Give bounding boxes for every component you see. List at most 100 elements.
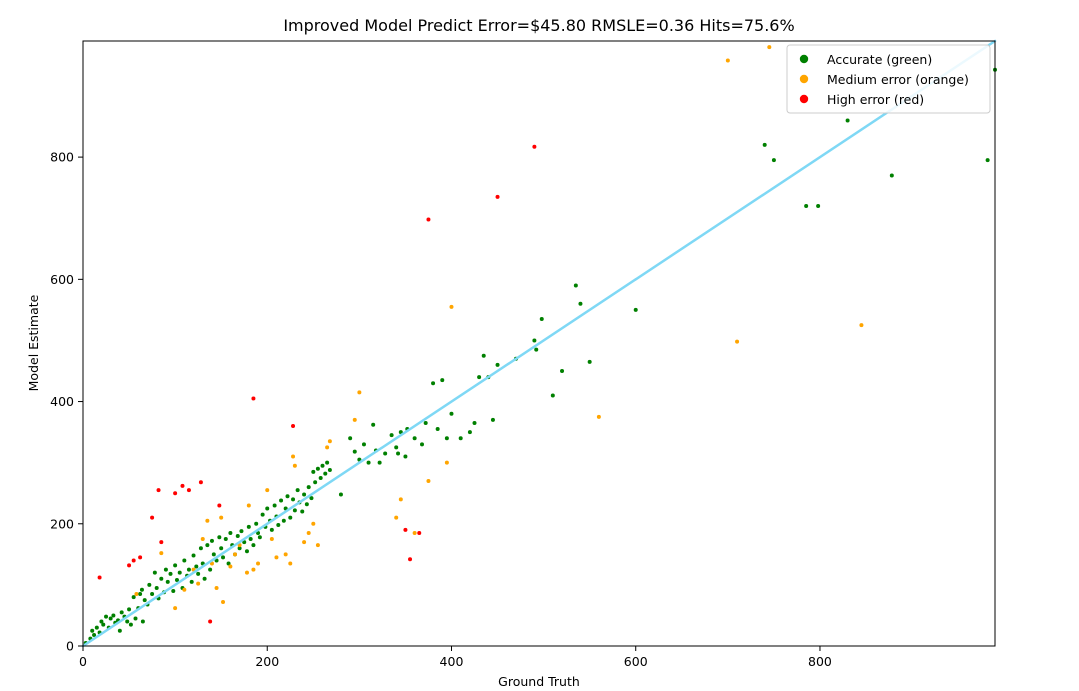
- legend-entry-medium: Medium error (orange): [799, 72, 969, 87]
- point-accurate-131: [458, 436, 463, 441]
- point-accurate-112: [366, 460, 371, 465]
- point-high-5: [156, 488, 161, 493]
- point-accurate-11: [111, 613, 116, 618]
- point-high-10: [198, 480, 203, 485]
- point-high-15: [403, 527, 408, 532]
- point-high-8: [180, 483, 185, 488]
- point-high-0: [97, 575, 102, 580]
- point-medium-16: [246, 503, 251, 508]
- point-accurate-107: [338, 492, 343, 497]
- point-medium-34: [394, 515, 399, 520]
- x-tick-label-200: 200: [255, 654, 279, 669]
- point-accurate-96: [304, 502, 309, 507]
- point-accurate-152: [816, 204, 821, 208]
- point-accurate-24: [139, 587, 144, 592]
- point-medium-24: [291, 454, 296, 459]
- point-high-9: [186, 488, 191, 493]
- point-medium-37: [426, 479, 431, 483]
- y-axis: 0 200 400 600 800: [50, 150, 83, 654]
- point-accurate-26: [142, 598, 147, 603]
- point-accurate-63: [228, 530, 233, 535]
- point-accurate-53: [205, 543, 210, 548]
- point-accurate-147: [587, 359, 592, 364]
- y-tick-label-400: 400: [50, 394, 74, 409]
- legend-marker-medium: [799, 74, 809, 84]
- point-accurate-47: [191, 553, 196, 558]
- point-medium-23: [288, 561, 293, 566]
- point-accurate-54: [208, 567, 213, 572]
- point-medium-39: [449, 304, 454, 309]
- point-accurate-73: [251, 543, 256, 548]
- point-accurate-2: [90, 628, 95, 633]
- point-accurate-29: [150, 592, 155, 597]
- point-accurate-121: [403, 454, 408, 459]
- point-high-18: [426, 217, 431, 222]
- point-medium-2: [173, 606, 178, 611]
- point-accurate-101: [315, 466, 320, 471]
- point-medium-0: [134, 592, 139, 597]
- point-high-1: [127, 563, 132, 568]
- point-medium-35: [398, 497, 403, 502]
- point-accurate-143: [550, 393, 555, 398]
- point-medium-40: [596, 414, 601, 419]
- point-accurate-104: [323, 471, 328, 476]
- point-accurate-60: [221, 555, 226, 560]
- point-accurate-133: [472, 420, 477, 425]
- point-medium-29: [315, 543, 320, 548]
- point-medium-13: [233, 552, 237, 557]
- point-accurate-119: [396, 451, 401, 456]
- point-accurate-41: [177, 570, 182, 575]
- point-accurate-8: [104, 614, 109, 619]
- point-medium-41: [725, 58, 730, 63]
- point-medium-7: [205, 518, 210, 523]
- point-accurate-145: [573, 283, 578, 288]
- point-accurate-111: [361, 442, 366, 447]
- point-accurate-90: [291, 497, 296, 502]
- point-accurate-31: [154, 585, 159, 590]
- y-tick-label-800: 800: [50, 150, 74, 165]
- point-medium-38: [444, 460, 449, 465]
- point-accurate-68: [239, 529, 244, 534]
- point-accurate-137: [490, 417, 495, 422]
- point-medium-11: [221, 600, 226, 604]
- x-tick-label-400: 400: [440, 654, 464, 669]
- point-accurate-140: [532, 338, 537, 343]
- point-high-7: [173, 491, 178, 496]
- x-axis: 0 200 400 600 800: [79, 646, 832, 669]
- point-accurate-153: [845, 118, 850, 123]
- point-accurate-149: [762, 142, 767, 147]
- point-accurate-40: [174, 578, 179, 582]
- y-axis-label: Model Estimate: [26, 294, 41, 391]
- point-high-12: [217, 503, 222, 508]
- point-high-20: [532, 144, 537, 149]
- point-accurate-79: [265, 506, 270, 511]
- point-accurate-77: [260, 512, 265, 517]
- point-accurate-66: [235, 534, 240, 538]
- point-high-13: [251, 396, 256, 401]
- point-medium-5: [196, 581, 201, 586]
- point-accurate-55: [209, 538, 214, 543]
- point-medium-42: [735, 339, 740, 344]
- point-accurate-33: [159, 576, 164, 581]
- plot-frame: [82, 40, 996, 647]
- point-accurate-117: [389, 433, 394, 438]
- point-accurate-89: [288, 515, 293, 520]
- point-accurate-45: [186, 567, 191, 572]
- point-high-16: [408, 557, 413, 562]
- point-accurate-28: [147, 582, 152, 587]
- point-accurate-15: [119, 610, 124, 615]
- point-medium-43: [767, 45, 772, 50]
- point-accurate-138: [495, 362, 500, 367]
- legend-entry-accurate: Accurate (green): [799, 52, 932, 67]
- point-accurate-39: [173, 563, 178, 568]
- point-accurate-141: [534, 347, 539, 352]
- point-accurate-103: [320, 463, 325, 468]
- point-accurate-105: [325, 460, 330, 465]
- point-medium-27: [306, 530, 311, 535]
- point-accurate-23: [138, 592, 143, 597]
- point-accurate-126: [431, 381, 436, 386]
- point-accurate-132: [467, 430, 472, 435]
- x-axis-label: Ground Truth: [498, 674, 580, 689]
- x-tick-label-600: 600: [624, 654, 648, 669]
- point-accurate-125: [423, 420, 428, 425]
